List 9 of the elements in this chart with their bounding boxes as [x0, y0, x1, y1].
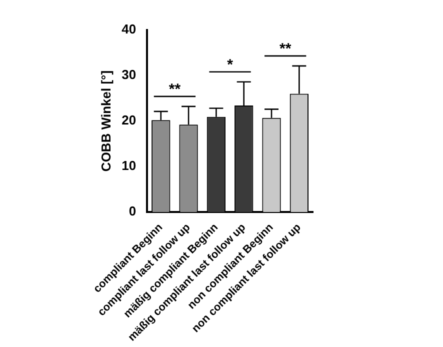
y-tick-label: 0 — [128, 204, 136, 219]
y-tick-label: 10 — [122, 158, 136, 174]
y-tick-label: 20 — [122, 112, 136, 128]
y-tick-label: 30 — [122, 67, 136, 82]
annotation: ** — [168, 81, 181, 98]
y-tick-label: 40 — [122, 22, 136, 37]
annotation: * — [227, 56, 234, 74]
y-axis-title: COBB Winkel [°] — [98, 70, 114, 172]
annotation: ** — [280, 40, 292, 58]
